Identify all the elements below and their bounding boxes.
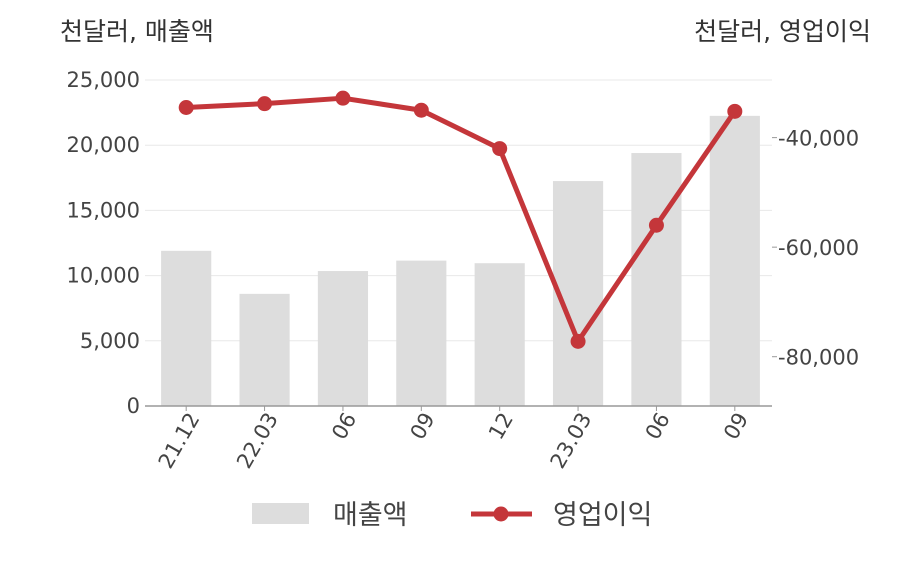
bar	[161, 250, 212, 406]
legend-label-line: 영업이익	[553, 500, 652, 531]
left-tick-label: 25,000	[67, 68, 140, 92]
right-axis-title: 천달러, 영업이익	[694, 17, 871, 46]
line-point	[335, 90, 351, 106]
x-tick-label: 06	[327, 409, 361, 444]
bar	[552, 181, 604, 406]
legend-swatch-point	[493, 506, 509, 522]
x-tick-label: 23.03	[546, 409, 597, 473]
legend-label-bar: 매출액	[333, 500, 408, 531]
legend-swatch-bar	[252, 503, 309, 524]
left-tick-label: 20,000	[67, 133, 140, 157]
x-tick-label: 21.12	[154, 409, 205, 473]
right-tick-label: -60,000	[778, 236, 859, 260]
line-series	[178, 90, 743, 349]
bar	[709, 115, 760, 407]
bar	[239, 293, 290, 406]
line-point	[257, 96, 273, 112]
right-axis-ticks: -80,000 -60,000 -40,000	[772, 127, 859, 370]
line-point	[492, 141, 508, 157]
bar	[396, 260, 447, 406]
x-tick-label: 09	[405, 409, 439, 444]
line-point	[178, 99, 194, 115]
line-point	[727, 103, 743, 119]
line-point	[648, 217, 664, 233]
x-tick-label: 06	[641, 409, 675, 444]
bar	[631, 153, 682, 406]
left-tick-label: 15,000	[67, 198, 140, 222]
line-point	[413, 102, 429, 118]
left-tick-label: 5,000	[80, 329, 140, 353]
bar	[317, 271, 369, 406]
x-tick-label: 09	[719, 409, 753, 444]
left-axis-ticks: 0 5,000 10,000 15,000 20,000 25,000	[67, 68, 140, 418]
x-tick-label: 22.03	[232, 409, 283, 473]
x-tick-label: 12	[484, 409, 518, 444]
line-path	[186, 95, 737, 344]
x-axis-ticks: 21.12 22.03 06 09 12 23.03 06 09	[154, 406, 753, 473]
right-tick-label: -80,000	[778, 346, 859, 370]
left-tick-label: 10,000	[67, 264, 140, 288]
legend: 매출액 영업이익	[252, 500, 652, 531]
bar-series	[161, 115, 760, 407]
left-axis-title: 천달러, 매출액	[60, 17, 214, 46]
left-tick-label: 0	[127, 394, 140, 418]
bar	[474, 263, 525, 406]
line-point	[570, 333, 586, 349]
right-tick-label: -40,000	[778, 127, 859, 151]
